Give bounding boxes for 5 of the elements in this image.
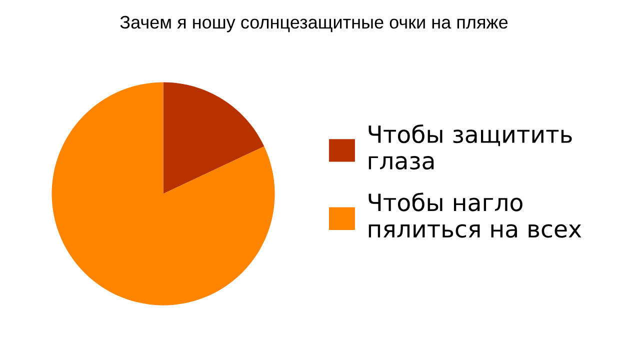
legend-label: Чтобы нагло пялиться на всех	[368, 192, 582, 238]
pie-slice	[52, 82, 275, 306]
chart-title: Зачем я ношу солнцезащитные очки на пляже	[120, 16, 508, 32]
pie-slice	[163, 82, 264, 194]
legend-label: Чтобы защитить глаза	[368, 124, 572, 170]
